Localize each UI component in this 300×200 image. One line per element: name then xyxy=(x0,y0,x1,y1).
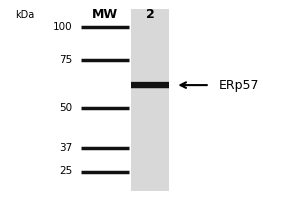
Bar xyxy=(130,9,170,191)
Text: kDa: kDa xyxy=(15,10,34,20)
Bar xyxy=(130,82,170,89)
Text: 75: 75 xyxy=(59,55,72,65)
Text: 37: 37 xyxy=(59,143,72,153)
Text: MW: MW xyxy=(92,8,118,21)
Text: ERp57: ERp57 xyxy=(219,79,259,92)
Bar xyxy=(130,81,170,89)
Bar xyxy=(130,82,170,88)
Bar xyxy=(130,81,170,89)
Text: 100: 100 xyxy=(53,22,72,32)
Bar xyxy=(130,82,170,88)
Text: 25: 25 xyxy=(59,166,72,176)
Text: 50: 50 xyxy=(59,103,72,113)
Text: 2: 2 xyxy=(146,8,154,21)
